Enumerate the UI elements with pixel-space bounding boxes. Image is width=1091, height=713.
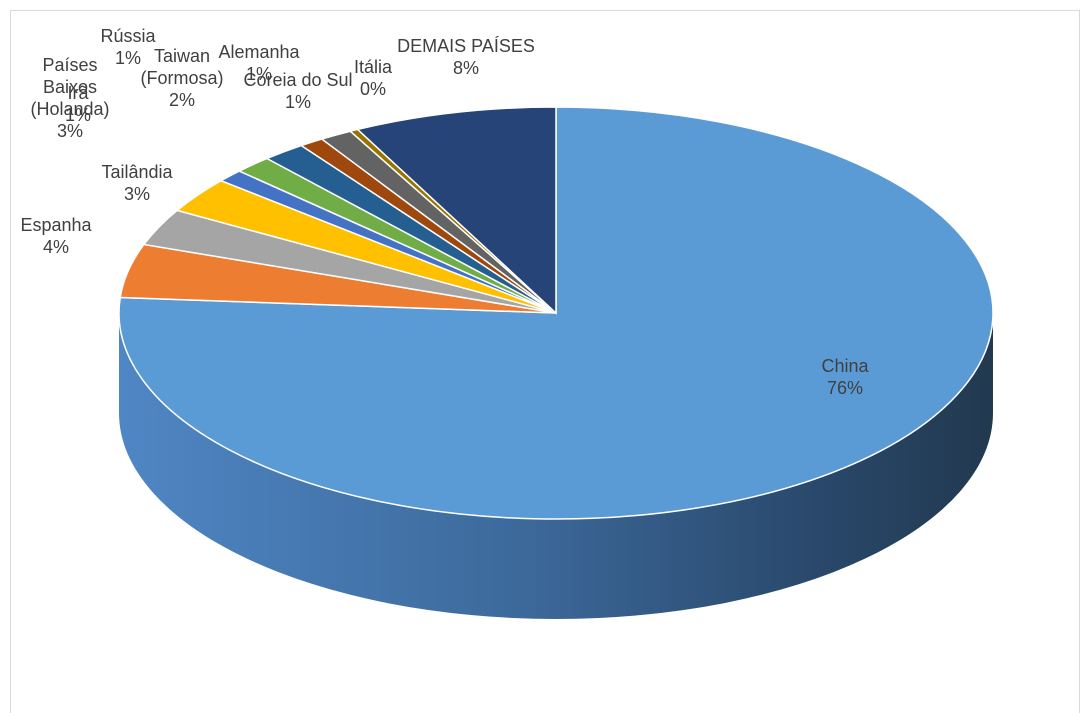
slice-label-7: Alemanha 1% <box>218 42 300 84</box>
slice-label-9: Itália 0% <box>354 57 393 99</box>
slice-label-1: Espanha 4% <box>20 215 92 257</box>
slice-label-5: Rússia 1% <box>100 26 156 68</box>
pie-top-layer <box>118 106 994 520</box>
pie-side <box>119 313 993 619</box>
slice-label-10: DEMAIS PAÍSES 8% <box>397 36 535 78</box>
slice-label-6: Taiwan (Formosa) 2% <box>140 46 223 110</box>
slice-label-8: Coreia do Sul 1% <box>243 70 352 112</box>
pie-side-layer <box>119 313 993 619</box>
pie-slice-0 <box>118 106 994 520</box>
pie-slice-10 <box>356 106 557 315</box>
slice-label-0: China 76% <box>821 356 869 398</box>
chart-frame <box>10 10 1080 713</box>
slice-label-4: Irã 1% <box>65 83 91 125</box>
slice-label-2: Tailândia 3% <box>101 162 173 204</box>
slice-label-3: Países Baixos (Holanda) 3% <box>30 55 109 141</box>
pie-label-layer: China 76% Espanha 4%Tailândia 3% Países Baixos… <box>20 26 869 398</box>
